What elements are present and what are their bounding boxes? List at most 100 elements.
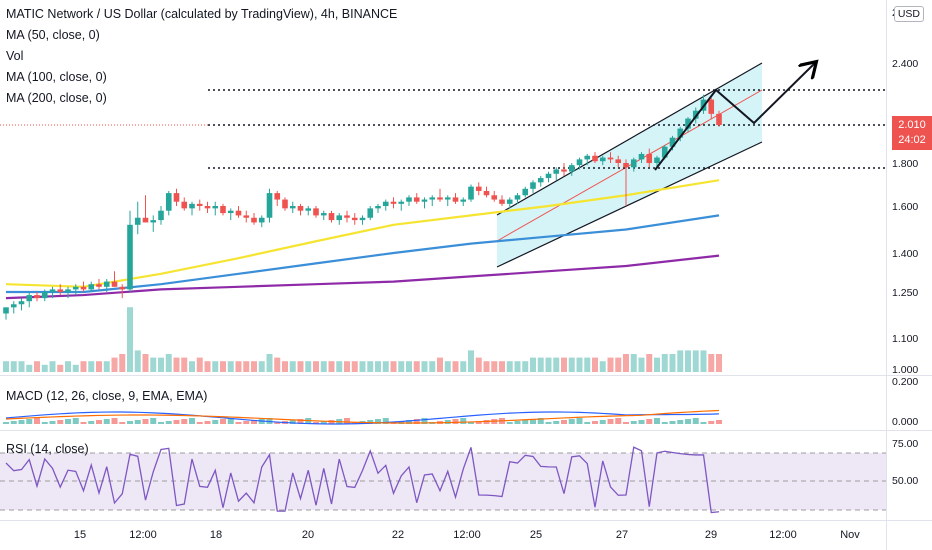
- candle[interactable]: [158, 210, 164, 221]
- candle[interactable]: [282, 199, 288, 209]
- candle[interactable]: [468, 186, 474, 200]
- candle[interactable]: [437, 197, 443, 200]
- candle[interactable]: [336, 215, 343, 221]
- candle[interactable]: [499, 199, 505, 204]
- candle[interactable]: [80, 286, 87, 290]
- candle[interactable]: [375, 206, 381, 209]
- candle[interactable]: [72, 286, 79, 290]
- candle[interactable]: [328, 213, 335, 221]
- channel-lower-line[interactable]: [496, 141, 763, 268]
- candle[interactable]: [351, 217, 358, 221]
- candle[interactable]: [41, 292, 48, 299]
- candle[interactable]: [661, 146, 668, 158]
- candle[interactable]: [258, 217, 265, 223]
- candle[interactable]: [359, 217, 366, 221]
- candle[interactable]: [289, 206, 296, 209]
- candle[interactable]: [553, 169, 560, 174]
- candle[interactable]: [189, 203, 195, 209]
- candle[interactable]: [181, 201, 188, 209]
- candle[interactable]: [134, 217, 141, 225]
- channel-upper-line[interactable]: [496, 62, 763, 216]
- candle[interactable]: [297, 206, 304, 211]
- candle[interactable]: [708, 99, 715, 114]
- candle[interactable]: [491, 195, 498, 200]
- legend-vol[interactable]: Vol: [6, 49, 24, 63]
- candle[interactable]: [34, 295, 40, 299]
- candle[interactable]: [406, 197, 412, 202]
- rsi-label[interactable]: RSI (14, close): [6, 442, 89, 456]
- candle[interactable]: [26, 295, 33, 302]
- candle[interactable]: [57, 289, 64, 292]
- candle[interactable]: [305, 208, 312, 211]
- candle[interactable]: [3, 307, 9, 314]
- candle[interactable]: [537, 178, 544, 183]
- candle[interactable]: [119, 286, 126, 290]
- candle[interactable]: [584, 155, 591, 160]
- candle[interactable]: [475, 186, 482, 191]
- candle[interactable]: [204, 206, 211, 209]
- candle[interactable]: [654, 157, 660, 163]
- candle[interactable]: [274, 193, 281, 200]
- legend-ma100[interactable]: MA (100, close, 0): [6, 70, 107, 84]
- candle[interactable]: [320, 213, 327, 216]
- candle[interactable]: [173, 193, 180, 202]
- candle[interactable]: [150, 220, 157, 223]
- candle[interactable]: [630, 159, 637, 168]
- candle[interactable]: [545, 173, 552, 179]
- candle[interactable]: [49, 289, 56, 292]
- candle[interactable]: [251, 217, 257, 223]
- projection-arrow[interactable]: [654, 63, 815, 171]
- candle[interactable]: [444, 197, 451, 200]
- currency-badge[interactable]: USD: [893, 6, 924, 22]
- macd-label[interactable]: MACD (12, 26, close, 9, EMA, EMA): [6, 389, 208, 403]
- candle[interactable]: [196, 203, 203, 206]
- candle[interactable]: [111, 281, 118, 287]
- candle[interactable]: [452, 197, 459, 202]
- candle[interactable]: [88, 284, 95, 290]
- candle[interactable]: [638, 153, 645, 160]
- candle[interactable]: [615, 159, 622, 163]
- price-axis[interactable]: 2.8002.4001.8001.6001.4001.2501.1001.000…: [892, 7, 918, 487]
- candle[interactable]: [96, 284, 102, 287]
- candle[interactable]: [421, 199, 428, 202]
- candle[interactable]: [227, 210, 234, 214]
- candle[interactable]: [127, 224, 133, 290]
- candle[interactable]: [599, 157, 606, 162]
- candle[interactable]: [669, 137, 676, 147]
- candle[interactable]: [243, 215, 250, 218]
- candle[interactable]: [483, 190, 490, 196]
- candle[interactable]: [716, 113, 722, 125]
- candle[interactable]: [522, 188, 529, 196]
- candle[interactable]: [530, 182, 536, 189]
- candles[interactable]: [3, 94, 722, 320]
- candle[interactable]: [344, 215, 350, 218]
- candle[interactable]: [10, 304, 17, 308]
- candle[interactable]: [65, 289, 71, 292]
- candle[interactable]: [390, 201, 397, 204]
- candle[interactable]: [460, 199, 467, 202]
- time-axis[interactable]: 15 12:00 18 20 22 12:00 25 27 29 12:00 Nov: [74, 529, 860, 541]
- candle[interactable]: [514, 195, 521, 200]
- candle[interactable]: [623, 163, 629, 168]
- candle[interactable]: [413, 197, 420, 202]
- candle[interactable]: [568, 165, 575, 172]
- candle[interactable]: [382, 201, 389, 206]
- candle[interactable]: [607, 157, 614, 160]
- legend-ma200[interactable]: MA (200, close, 0): [6, 91, 107, 105]
- candle[interactable]: [592, 155, 598, 162]
- candle[interactable]: [367, 208, 374, 218]
- candle[interactable]: [165, 193, 172, 211]
- legend-ma50[interactable]: MA (50, close, 0): [6, 28, 100, 42]
- candle[interactable]: [398, 201, 405, 204]
- candle[interactable]: [313, 208, 319, 216]
- candle[interactable]: [677, 128, 684, 138]
- candle[interactable]: [646, 153, 653, 163]
- candle[interactable]: [692, 110, 699, 119]
- candle[interactable]: [18, 301, 25, 305]
- candle[interactable]: [561, 169, 567, 172]
- candle[interactable]: [220, 206, 226, 214]
- candle[interactable]: [576, 159, 583, 166]
- candle[interactable]: [212, 206, 219, 209]
- candle[interactable]: [429, 197, 436, 200]
